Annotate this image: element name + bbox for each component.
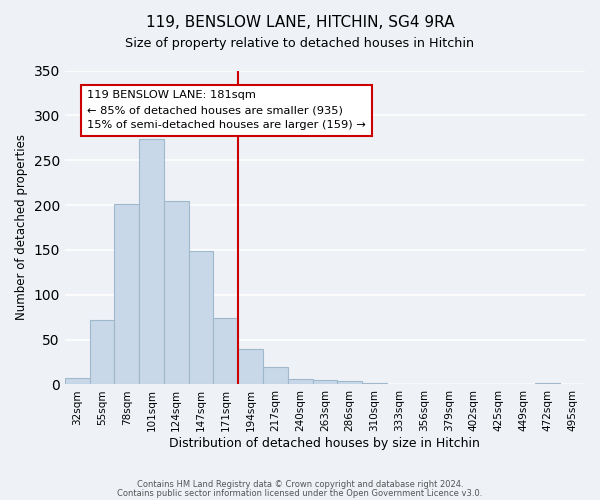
Text: 119 BENSLOW LANE: 181sqm
← 85% of detached houses are smaller (935)
15% of semi-: 119 BENSLOW LANE: 181sqm ← 85% of detach… xyxy=(87,90,366,130)
Bar xyxy=(164,200,188,384)
Text: Contains public sector information licensed under the Open Government Licence v3: Contains public sector information licen… xyxy=(118,488,482,498)
Bar xyxy=(188,251,214,384)
Bar xyxy=(337,381,362,384)
Y-axis label: Number of detached properties: Number of detached properties xyxy=(15,134,28,320)
Bar xyxy=(115,204,139,384)
Bar xyxy=(288,379,313,384)
Bar xyxy=(263,366,288,384)
Bar xyxy=(89,320,115,384)
Bar xyxy=(65,378,89,384)
Bar xyxy=(238,348,263,384)
Bar xyxy=(535,382,560,384)
Text: 119, BENSLOW LANE, HITCHIN, SG4 9RA: 119, BENSLOW LANE, HITCHIN, SG4 9RA xyxy=(146,15,454,30)
Bar xyxy=(214,318,238,384)
Text: Size of property relative to detached houses in Hitchin: Size of property relative to detached ho… xyxy=(125,38,475,51)
Bar xyxy=(139,138,164,384)
X-axis label: Distribution of detached houses by size in Hitchin: Distribution of detached houses by size … xyxy=(169,437,481,450)
Bar xyxy=(362,382,387,384)
Bar xyxy=(313,380,337,384)
Text: Contains HM Land Registry data © Crown copyright and database right 2024.: Contains HM Land Registry data © Crown c… xyxy=(137,480,463,489)
